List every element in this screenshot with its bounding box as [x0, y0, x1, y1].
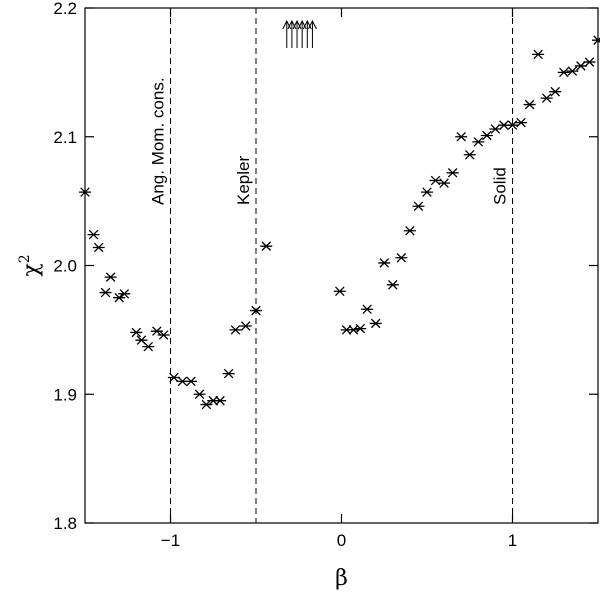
- x-axis-label: β: [335, 566, 348, 591]
- data-point: [104, 272, 117, 282]
- data-point: [386, 280, 399, 290]
- upper-limit-arrows: [282, 19, 317, 48]
- y-tick-label: 2.2: [53, 0, 77, 18]
- data-point: [369, 318, 382, 329]
- data-point: [200, 399, 213, 410]
- data-point: [421, 187, 433, 197]
- data-point: [157, 330, 170, 340]
- data-point: [523, 99, 536, 110]
- y-tick-label: 2.1: [53, 128, 77, 147]
- data-point: [87, 229, 100, 240]
- y-axis-label-superscript: 2: [17, 254, 33, 263]
- data-point: [455, 131, 468, 142]
- data-point: [229, 325, 242, 335]
- data-point: [446, 168, 459, 178]
- data-point: [412, 201, 425, 212]
- data-point: [92, 242, 105, 253]
- data-point: [333, 286, 346, 297]
- data-point: [438, 178, 451, 188]
- data-point: [463, 150, 476, 160]
- x-tick-label: 0: [337, 531, 346, 550]
- data-point: [540, 93, 553, 103]
- data-point: [193, 389, 206, 400]
- reference-lines: [170, 8, 513, 523]
- data-point: [472, 137, 485, 147]
- data-point: [592, 35, 600, 45]
- data-point: [239, 321, 252, 331]
- upper-limit-arrowhead: [307, 19, 317, 30]
- data-points: [79, 35, 600, 410]
- data-point: [557, 67, 570, 78]
- data-point: [250, 305, 262, 316]
- data-point: [185, 376, 198, 387]
- data-point: [532, 49, 545, 60]
- data-point: [378, 258, 391, 268]
- data-point: [118, 289, 131, 299]
- data-point: [361, 304, 374, 315]
- y-axis-label: χ2: [17, 254, 44, 276]
- data-point: [150, 326, 163, 336]
- data-point: [480, 130, 493, 141]
- data-point: [403, 225, 416, 236]
- data-point: [354, 323, 367, 334]
- y-tick-label: 1.9: [53, 385, 77, 404]
- data-point: [222, 368, 235, 379]
- plot-frame: [84, 7, 599, 524]
- y-tick-label: 1.8: [53, 514, 77, 533]
- data-point: [515, 117, 528, 128]
- data-point: [113, 292, 126, 303]
- data-point: [549, 86, 562, 97]
- data-point: [566, 66, 579, 76]
- x-tick-label: −1: [161, 531, 180, 550]
- reference-line-label: Solid: [491, 167, 510, 205]
- reference-line-labels: Ang. Mom. cons. Kepler Solid: [149, 77, 510, 205]
- reference-line-label: Ang. Mom. cons.: [149, 77, 168, 205]
- data-point: [130, 327, 143, 338]
- y-tick-label: 2.0: [53, 257, 77, 276]
- data-point: [142, 341, 155, 352]
- data-point: [260, 241, 273, 251]
- reference-line-label: Kepler: [234, 156, 253, 205]
- axis-ticks: −1 0 1 1.8 1.9 2.0 2.1 2.2: [53, 0, 598, 550]
- data-point: [583, 57, 596, 67]
- data-point: [99, 287, 112, 298]
- data-point: [395, 253, 408, 263]
- x-tick-label: 1: [508, 531, 517, 550]
- data-point: [214, 395, 227, 406]
